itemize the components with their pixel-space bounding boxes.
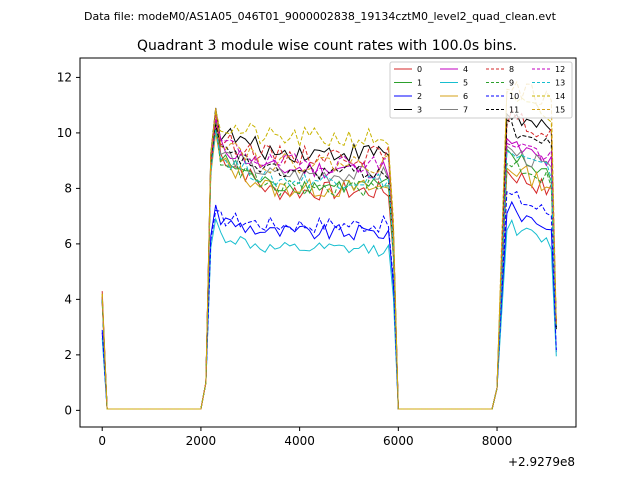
series-line-4 xyxy=(101,118,557,410)
legend-label-8: 8 xyxy=(509,65,514,74)
legend-label-14: 14 xyxy=(555,92,565,101)
series-line-1 xyxy=(101,127,557,410)
series-line-14 xyxy=(101,90,557,410)
series-line-3 xyxy=(101,107,557,410)
series-line-6 xyxy=(101,132,557,410)
x-tick-label: 4000 xyxy=(284,434,315,448)
x-axis: 0 2000 4000 6000 8000 xyxy=(98,427,512,448)
chart-title: Quadrant 3 module wise count rates with … xyxy=(137,38,517,54)
legend-label-5: 5 xyxy=(463,79,468,88)
plot-frame xyxy=(79,57,577,428)
legend-label-1: 1 xyxy=(417,79,422,88)
series-line-2 xyxy=(101,200,557,410)
chart-subtitle: Data file: modeM0/AS1A05_046T01_90000028… xyxy=(84,10,557,23)
y-axis: 0 2 4 6 8 10 12 xyxy=(57,70,80,417)
legend-label-2: 2 xyxy=(417,92,422,101)
x-tick-label: 2000 xyxy=(186,434,217,448)
series-line-8 xyxy=(101,108,557,410)
x-tick-label: 0 xyxy=(98,434,106,448)
legend-label-3: 3 xyxy=(417,106,422,115)
series-line-11 xyxy=(101,119,557,410)
series-line-0 xyxy=(101,110,557,410)
x-tick-label: 6000 xyxy=(383,434,414,448)
legend-label-4: 4 xyxy=(463,65,468,74)
series-line-10 xyxy=(101,190,557,410)
legend-label-15: 15 xyxy=(555,106,565,115)
y-tick-label: 2 xyxy=(64,348,72,362)
series-layer xyxy=(101,80,557,410)
legend-label-9: 9 xyxy=(509,79,514,88)
y-tick-label: 10 xyxy=(57,126,72,140)
y-tick-label: 6 xyxy=(64,237,72,251)
series-line-15 xyxy=(101,80,557,410)
legend-label-7: 7 xyxy=(463,106,468,115)
legend-label-10: 10 xyxy=(509,92,519,101)
series-line-5 xyxy=(101,216,557,410)
y-tick-label: 4 xyxy=(64,292,72,306)
series-line-13 xyxy=(101,130,557,410)
y-tick-label: 8 xyxy=(64,181,72,195)
series-line-9 xyxy=(101,121,557,410)
x-tick-label: 8000 xyxy=(482,434,513,448)
legend-label-13: 13 xyxy=(555,79,565,88)
series-line-12 xyxy=(101,116,557,410)
y-tick-label: 12 xyxy=(57,70,72,84)
x-offset-label: +2.9279e8 xyxy=(508,455,575,469)
legend-label-12: 12 xyxy=(555,65,565,74)
legend-label-11: 11 xyxy=(509,106,519,115)
series-line-7 xyxy=(101,127,557,410)
legend-box xyxy=(389,61,573,119)
legend-label-6: 6 xyxy=(463,92,468,101)
y-tick-label: 0 xyxy=(64,403,72,417)
legend-label-0: 0 xyxy=(417,65,422,74)
